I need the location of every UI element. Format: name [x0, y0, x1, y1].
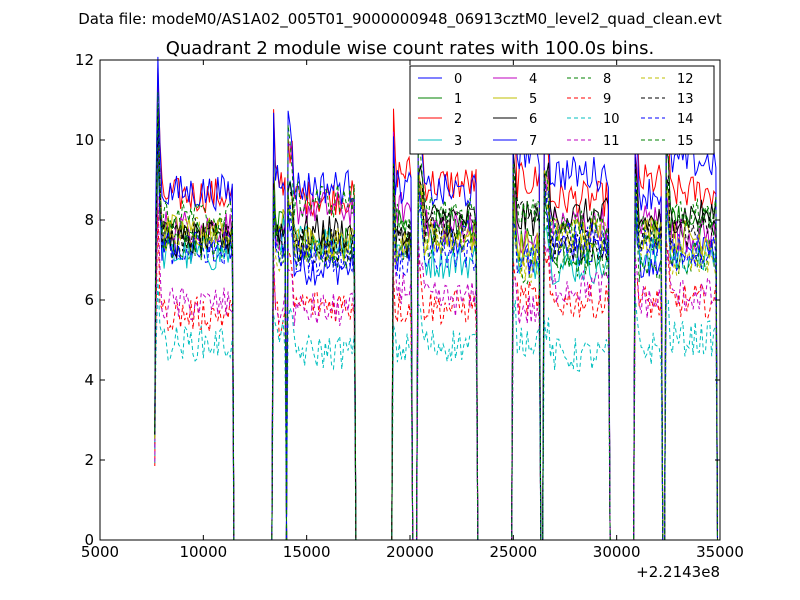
legend-label-5: 5 [529, 92, 537, 107]
legend-label-12: 12 [677, 72, 694, 87]
legend-label-3: 3 [454, 134, 462, 149]
x-tick-label: 35000 [696, 543, 744, 561]
x-tick-label: 20000 [386, 543, 434, 561]
series-line-12 [154, 144, 718, 541]
legend-box [409, 65, 715, 155]
legend-label-10: 10 [603, 112, 620, 127]
x-axis: 5000 10000 15000 20000 25000 30000 35000 [81, 60, 744, 561]
chart-title: Quadrant 2 module wise count rates with … [166, 38, 655, 59]
legend-label-13: 13 [677, 92, 694, 107]
legend-label-4: 4 [529, 72, 537, 87]
series-line-11 [154, 195, 718, 541]
legend-label-11: 11 [603, 134, 620, 149]
x-tick-label: 10000 [179, 543, 227, 561]
y-tick-label: 4 [84, 371, 94, 389]
series-line-3 [154, 160, 718, 541]
y-tick-label: 2 [84, 451, 94, 469]
series-line-7 [154, 56, 718, 541]
series-line-4 [154, 110, 718, 541]
legend-label-14: 14 [677, 112, 694, 127]
legend-label-8: 8 [603, 72, 611, 87]
series-line-15 [154, 92, 718, 541]
legend-label-0: 0 [454, 72, 462, 87]
series-line-6 [154, 107, 718, 541]
series-line-9 [154, 207, 718, 541]
x-tick-label: 15000 [283, 543, 331, 561]
x-tick-label: 25000 [489, 543, 537, 561]
y-tick-label: 6 [84, 291, 94, 309]
x-offset-label: +2.2143e8 [636, 563, 720, 581]
y-tick-label: 0 [84, 531, 94, 549]
legend-label-2: 2 [454, 112, 462, 127]
legend-label-6: 6 [529, 112, 537, 127]
legend-label-9: 9 [603, 92, 611, 107]
x-tick-label: 30000 [593, 543, 641, 561]
legend-label-1: 1 [454, 92, 462, 107]
series-line-14 [154, 126, 718, 541]
y-tick-label: 8 [84, 211, 94, 229]
series-line-5 [154, 143, 718, 541]
y-tick-label: 12 [75, 51, 94, 69]
figure-suptitle: Data file: modeM0/AS1A02_005T01_90000009… [78, 10, 722, 29]
y-tick-label: 10 [75, 131, 94, 149]
series-line-10 [154, 279, 718, 541]
series-line-13 [154, 112, 718, 541]
legend-label-7: 7 [529, 134, 537, 149]
series-line-0 [154, 145, 718, 541]
legend-label-15: 15 [677, 134, 694, 149]
x-tick-label: 5000 [81, 543, 119, 561]
